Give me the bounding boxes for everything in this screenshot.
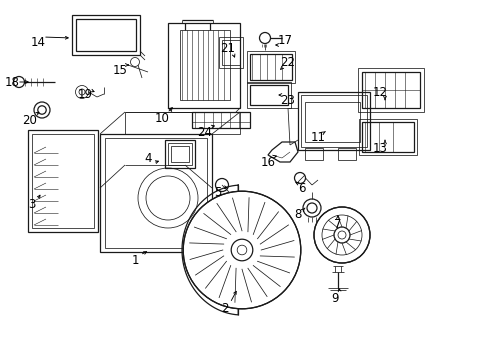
Circle shape xyxy=(231,239,252,261)
Text: 12: 12 xyxy=(372,85,386,99)
Text: 19: 19 xyxy=(77,89,92,102)
Text: 5: 5 xyxy=(214,185,221,198)
Text: 4: 4 xyxy=(144,152,151,165)
Text: 14: 14 xyxy=(30,36,45,49)
Circle shape xyxy=(337,231,346,239)
Bar xyxy=(72,15,140,55)
Circle shape xyxy=(306,203,316,213)
Circle shape xyxy=(313,207,369,263)
Text: 9: 9 xyxy=(330,292,338,305)
Text: 15: 15 xyxy=(112,63,127,77)
Text: 22: 22 xyxy=(280,55,295,68)
Circle shape xyxy=(14,77,24,87)
Bar xyxy=(100,134,212,252)
Text: 21: 21 xyxy=(220,41,235,54)
Bar xyxy=(125,112,240,134)
Text: 2: 2 xyxy=(221,302,228,315)
Text: 7: 7 xyxy=(334,219,341,231)
Bar xyxy=(32,134,94,228)
Text: 1: 1 xyxy=(131,253,139,266)
Bar xyxy=(164,140,195,168)
Circle shape xyxy=(138,168,198,228)
Text: 17: 17 xyxy=(277,33,292,46)
Circle shape xyxy=(215,179,228,192)
Text: 3: 3 xyxy=(28,198,36,211)
Circle shape xyxy=(183,191,300,309)
Text: 6: 6 xyxy=(298,181,305,194)
Bar xyxy=(361,72,419,108)
Text: 13: 13 xyxy=(372,141,386,154)
Circle shape xyxy=(237,245,246,255)
Bar xyxy=(219,37,243,68)
Bar xyxy=(337,148,355,160)
Bar xyxy=(357,68,423,112)
Bar xyxy=(249,85,287,105)
Text: 24: 24 xyxy=(197,126,212,139)
Bar xyxy=(168,143,192,165)
Bar xyxy=(180,30,229,100)
Text: 16: 16 xyxy=(260,156,275,168)
Bar xyxy=(305,148,323,160)
Bar xyxy=(171,146,189,162)
Bar xyxy=(246,51,294,83)
Bar xyxy=(105,138,206,248)
Text: 8: 8 xyxy=(294,208,301,221)
Bar xyxy=(361,122,413,152)
Bar xyxy=(192,112,249,128)
Bar xyxy=(305,102,359,142)
Bar xyxy=(76,19,136,51)
Bar xyxy=(168,23,240,108)
Bar xyxy=(28,130,98,232)
Circle shape xyxy=(333,227,349,243)
Bar xyxy=(358,119,416,155)
Text: 10: 10 xyxy=(154,112,169,125)
Text: 20: 20 xyxy=(22,113,38,126)
Text: 23: 23 xyxy=(280,94,295,107)
Bar xyxy=(301,95,366,147)
Bar xyxy=(246,82,290,108)
Bar xyxy=(297,92,369,150)
Text: 18: 18 xyxy=(4,76,20,89)
Bar xyxy=(222,40,240,65)
Circle shape xyxy=(303,199,320,217)
Bar xyxy=(249,54,291,80)
Text: 11: 11 xyxy=(310,131,325,144)
Circle shape xyxy=(259,32,270,44)
